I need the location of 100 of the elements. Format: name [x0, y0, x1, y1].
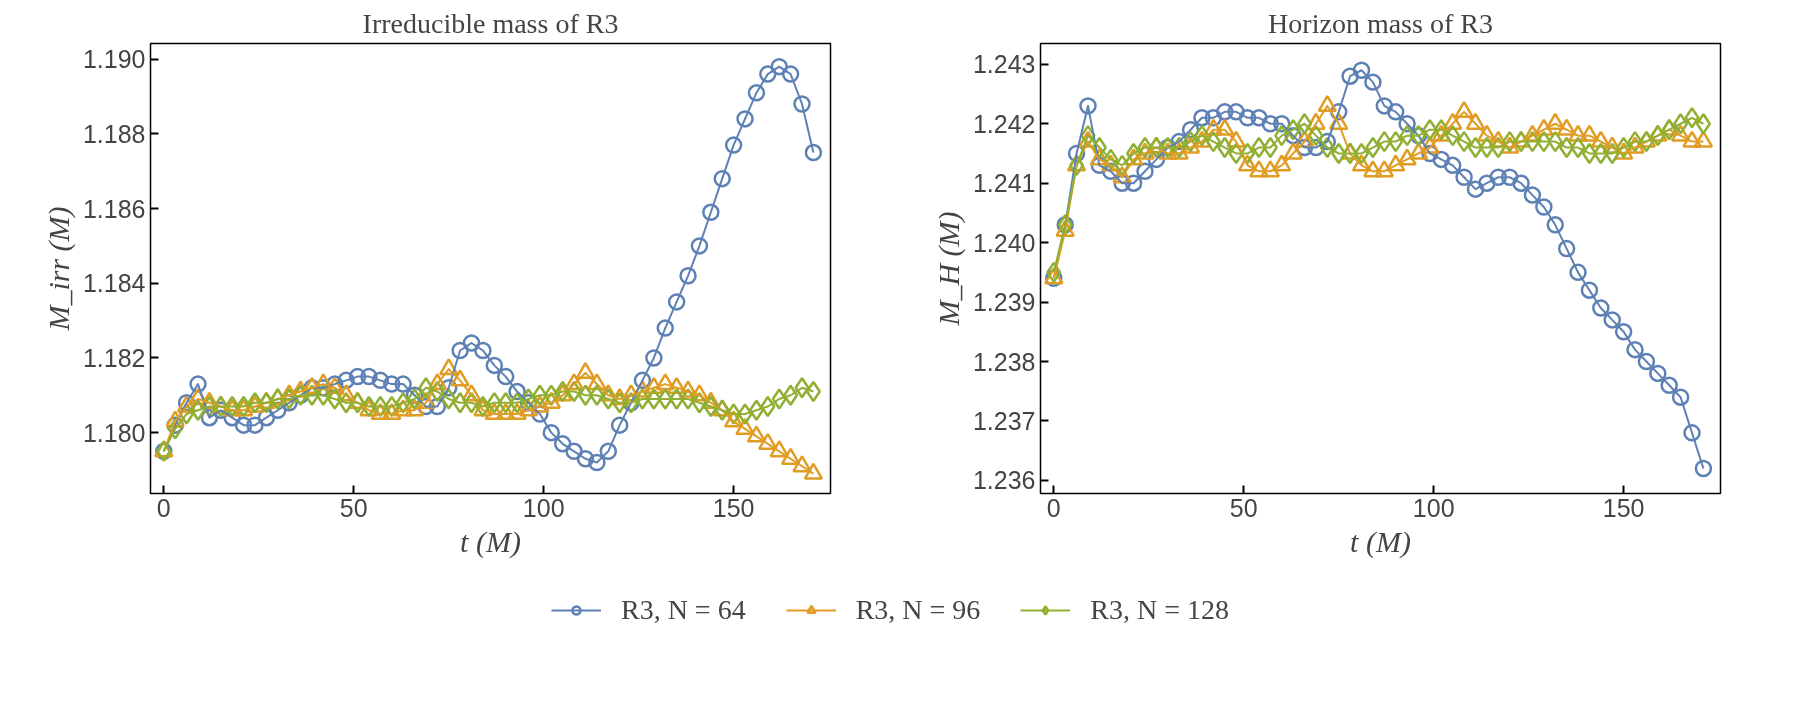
point [462, 334, 481, 352]
point [1660, 376, 1678, 395]
point [646, 388, 662, 410]
point [1637, 352, 1656, 371]
point [781, 65, 800, 83]
y-axis-title: M_H (M) [931, 211, 966, 327]
y-tick-label: 1.190 [82, 45, 146, 74]
point [452, 392, 468, 414]
point [1204, 109, 1223, 127]
point [542, 423, 561, 442]
point [679, 267, 697, 285]
point [1614, 323, 1633, 341]
point [713, 169, 731, 188]
point [657, 388, 673, 410]
point [794, 377, 810, 399]
point [1649, 364, 1667, 383]
point [1592, 299, 1610, 317]
point [1079, 97, 1097, 115]
point [1341, 67, 1359, 85]
point [600, 388, 616, 410]
point [1684, 107, 1700, 129]
point [736, 110, 754, 128]
point [588, 453, 606, 472]
point [1136, 162, 1154, 181]
point [610, 416, 629, 434]
point [1683, 424, 1701, 442]
point [1569, 263, 1587, 282]
y-tick-label: 1.239 [972, 288, 1036, 317]
point [1673, 113, 1689, 135]
point [234, 416, 253, 434]
point [1512, 174, 1530, 192]
point [1364, 73, 1382, 91]
point [190, 399, 206, 421]
point [656, 319, 674, 337]
point [759, 65, 777, 83]
point [576, 450, 595, 468]
point [724, 136, 743, 154]
chart-title: Horizon mass of R3 [1268, 7, 1493, 39]
point [1695, 113, 1711, 135]
point [1216, 103, 1234, 121]
x-tick-label: 0 [1046, 493, 1061, 522]
x-tick-label: 150 [712, 493, 755, 522]
point [1238, 109, 1257, 127]
point [1467, 136, 1484, 159]
point [771, 388, 787, 410]
x-tick-label: 50 [1229, 493, 1258, 522]
legend-label: R3, N = 64 [620, 594, 746, 626]
point [485, 356, 504, 375]
point [496, 367, 515, 386]
point [258, 392, 274, 414]
point [793, 95, 811, 113]
point [1296, 113, 1313, 135]
point [553, 435, 572, 453]
y-axis-title: M_irr (M) [41, 206, 76, 332]
point [1386, 103, 1405, 121]
point [804, 143, 823, 162]
x-tick-label: 100 [522, 493, 565, 522]
point [612, 392, 628, 414]
point [1432, 150, 1451, 169]
point [702, 203, 720, 222]
point [748, 399, 765, 421]
point [382, 375, 401, 393]
point [395, 392, 411, 414]
point [669, 388, 685, 410]
point [1261, 115, 1280, 133]
x-axis-title: t (M) [460, 524, 521, 559]
y-tick-label: 1.241 [972, 169, 1036, 198]
point [406, 388, 423, 410]
y-tick-label: 1.188 [82, 119, 146, 148]
point [1500, 168, 1519, 186]
point [486, 392, 502, 414]
point [1250, 109, 1268, 127]
point [1580, 281, 1599, 299]
point [327, 388, 343, 410]
point [474, 341, 492, 360]
point [1671, 388, 1690, 406]
point [348, 367, 367, 386]
point [360, 367, 378, 386]
point [1489, 168, 1508, 186]
point [737, 403, 753, 425]
point [565, 442, 583, 461]
point [246, 416, 264, 434]
x-axis-title: t (M) [1350, 524, 1411, 559]
y-tick-label: 1.237 [972, 406, 1036, 435]
point [1227, 103, 1245, 121]
x-tick-label: 100 [1412, 493, 1455, 522]
point [1352, 61, 1371, 79]
point [520, 388, 537, 410]
point [1535, 198, 1553, 216]
point [509, 392, 525, 414]
point [451, 341, 469, 360]
point [1523, 186, 1542, 204]
point [394, 375, 412, 393]
point [1375, 97, 1394, 115]
point [667, 293, 686, 311]
point [1466, 180, 1485, 198]
point [1443, 156, 1462, 175]
y-tick-label: 1.184 [82, 269, 146, 298]
point [189, 375, 207, 393]
x-tick-label: 50 [339, 493, 368, 522]
